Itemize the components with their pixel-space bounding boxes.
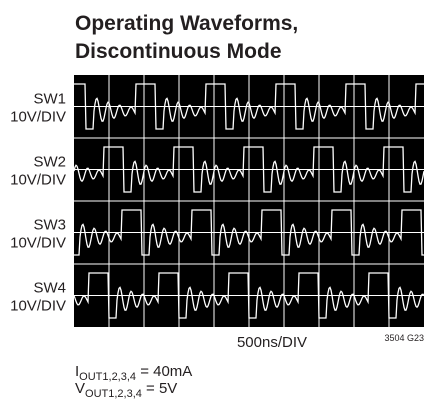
channel-name: SW1 — [33, 91, 66, 108]
waveform — [74, 209, 424, 256]
channel-name: SW2 — [33, 154, 66, 171]
figure-id: 3504 G23 — [384, 333, 424, 343]
title-line: Operating Waveforms, — [75, 12, 298, 35]
waveforms — [73, 83, 425, 319]
value: = 40mA — [136, 363, 192, 380]
subscript: OUT1,2,3,4 — [79, 371, 136, 383]
channel-scale: 10V/DIV — [10, 298, 66, 315]
channel-scale: 10V/DIV — [10, 172, 66, 189]
waveform — [74, 83, 424, 130]
waveform — [73, 146, 425, 193]
channel-scale: 10V/DIV — [10, 109, 66, 126]
subscript: OUT1,2,3,4 — [85, 388, 142, 400]
timebase: 500ns/DIV — [237, 334, 307, 351]
condition: VOUT1,2,3,4 = 5V — [75, 380, 177, 400]
channel-scale: 10V/DIV — [10, 235, 66, 252]
waveform — [73, 272, 425, 319]
channel-name: SW4 — [33, 280, 66, 297]
symbol: I — [75, 363, 79, 380]
symbol: V — [75, 380, 85, 397]
channel-name: SW3 — [33, 217, 66, 234]
value: = 5V — [142, 380, 177, 397]
condition: IOUT1,2,3,4 = 40mA — [75, 363, 192, 383]
title-line: Discontinuous Mode — [75, 40, 282, 63]
